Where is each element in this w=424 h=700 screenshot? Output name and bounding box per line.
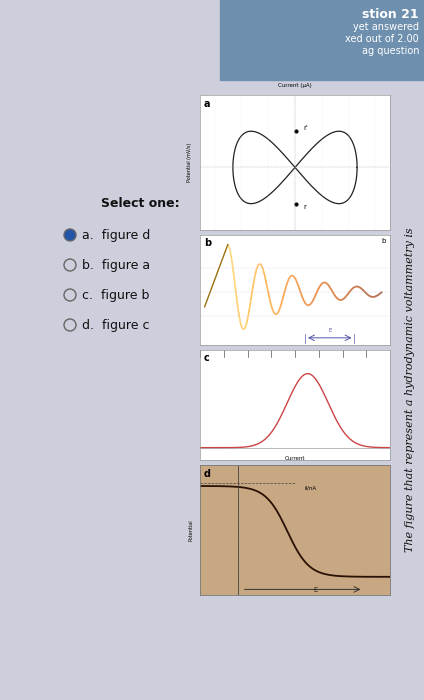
Text: a: a <box>204 99 210 109</box>
Text: Current: Current <box>285 473 305 477</box>
Text: c: c <box>204 354 209 363</box>
Circle shape <box>64 229 76 241</box>
Text: ag question: ag question <box>362 46 419 56</box>
Text: b: b <box>382 238 386 244</box>
Text: E: E <box>328 328 332 332</box>
Text: Current: Current <box>285 456 305 461</box>
Text: b.  figure a: b. figure a <box>82 258 150 272</box>
Text: b: b <box>204 238 211 248</box>
Text: xed out of 2.00: xed out of 2.00 <box>345 34 419 44</box>
Text: il/nA: il/nA <box>304 486 317 491</box>
Text: E: E <box>313 587 318 592</box>
Text: The figure that represent a hydrodynamic voltammetry is: The figure that represent a hydrodynamic… <box>405 228 415 552</box>
Text: a.  figure d: a. figure d <box>82 228 150 242</box>
Text: Current (μA): Current (μA) <box>278 83 312 88</box>
Text: d: d <box>204 469 211 479</box>
Text: Potential: Potential <box>189 519 194 541</box>
Text: r': r' <box>304 125 309 131</box>
Text: stion 21: stion 21 <box>363 8 419 21</box>
Text: current: current <box>285 245 305 250</box>
Text: c.  figure b: c. figure b <box>82 288 149 302</box>
Text: r: r <box>304 204 307 210</box>
Text: Potential (mV/s): Potential (mV/s) <box>187 143 192 182</box>
Text: yet answered: yet answered <box>353 22 419 32</box>
Text: d.  figure c: d. figure c <box>82 318 150 332</box>
Text: Select one:: Select one: <box>100 197 179 210</box>
Bar <box>220 0 424 80</box>
